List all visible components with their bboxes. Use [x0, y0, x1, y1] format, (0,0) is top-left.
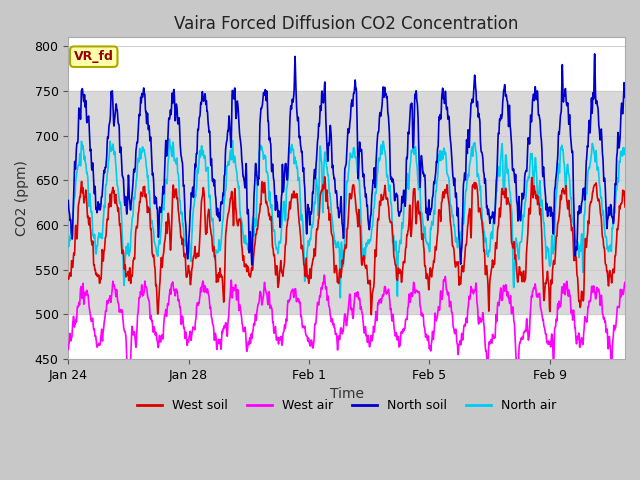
- Bar: [68, 91, 625, 314]
- Y-axis label: CO2 (ppm): CO2 (ppm): [15, 160, 29, 236]
- X-axis label: Time: Time: [330, 387, 364, 401]
- Legend: West soil, West air, North soil, North air: West soil, West air, North soil, North a…: [132, 394, 561, 417]
- Title: Vaira Forced Diffusion CO2 Concentration: Vaira Forced Diffusion CO2 Concentration: [175, 15, 519, 33]
- Text: VR_fd: VR_fd: [74, 50, 114, 63]
